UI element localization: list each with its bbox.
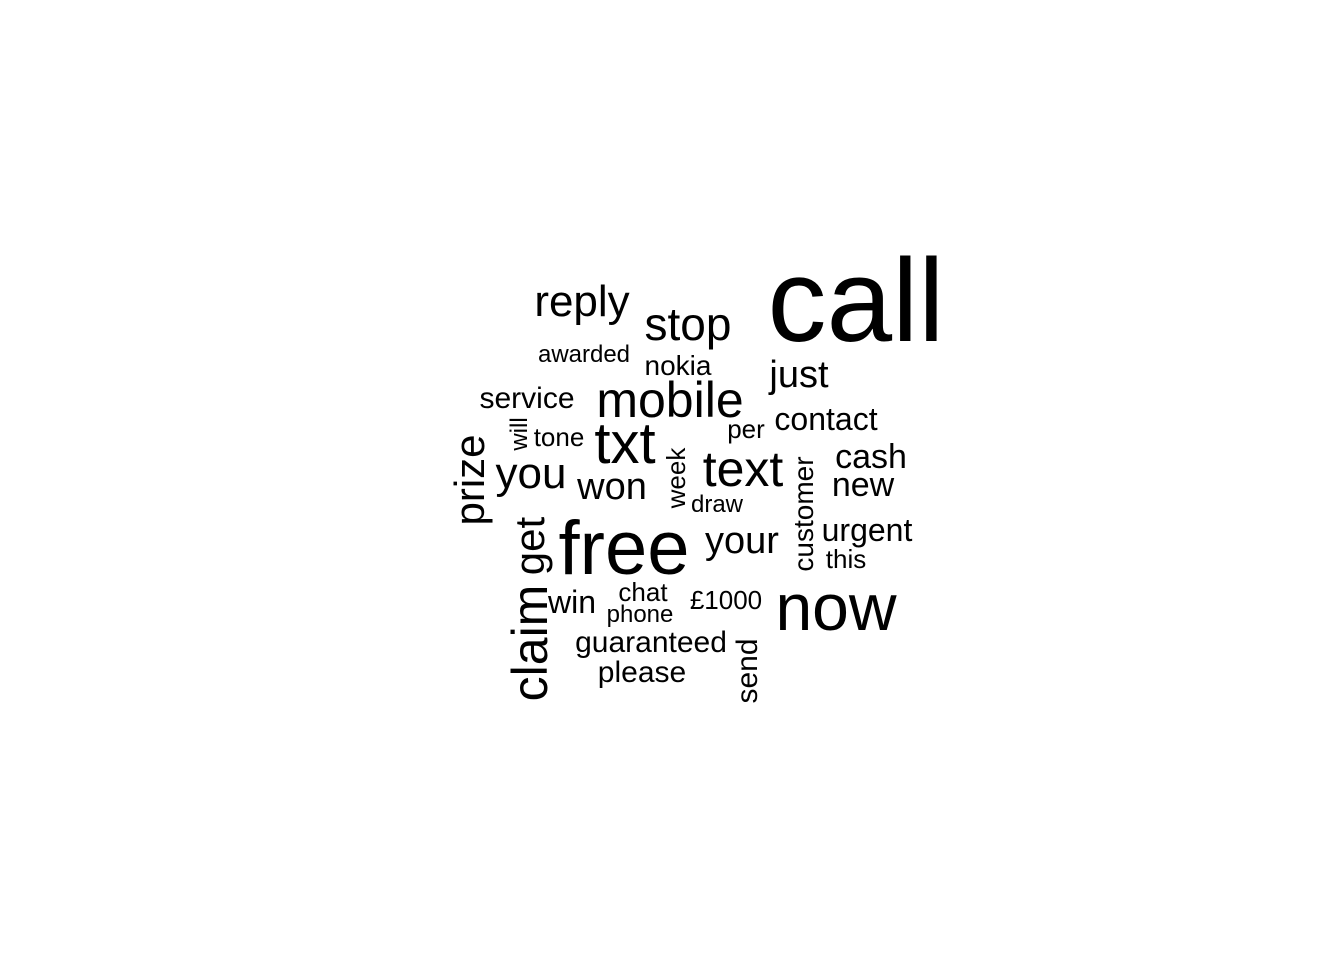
- word-draw: draw: [690, 491, 744, 518]
- word-send: send: [731, 638, 764, 704]
- word-your: your: [705, 520, 779, 562]
- word-nokia: nokia: [644, 350, 712, 381]
- word-per: per: [727, 414, 765, 444]
- word-txt: txt: [594, 411, 656, 476]
- word-will: will: [506, 417, 533, 451]
- word-now: now: [775, 570, 897, 644]
- word-won: won: [577, 466, 647, 508]
- word-cash: cash: [835, 438, 907, 476]
- word-call: call: [767, 235, 945, 367]
- word-tone: tone: [533, 422, 585, 452]
- word-new: new: [831, 466, 895, 504]
- word-win: win: [547, 584, 597, 620]
- word-mobile: mobile: [596, 372, 744, 428]
- word-contact: contact: [774, 401, 878, 437]
- word-get: get: [506, 516, 553, 576]
- word-just: just: [769, 354, 829, 396]
- word-guaranteed: guaranteed: [575, 626, 727, 659]
- word-this: this: [825, 544, 867, 574]
- word-stop: stop: [644, 298, 732, 350]
- word-service: service: [479, 382, 575, 415]
- word-you: you: [495, 449, 567, 498]
- word-phone: phone: [606, 601, 674, 628]
- word-chat: chat: [618, 577, 668, 607]
- word-customer: customer: [788, 456, 819, 572]
- word-awarded: awarded: [537, 341, 631, 368]
- word-text: text: [702, 441, 784, 497]
- word-pound-1000: £1000: [689, 585, 763, 615]
- word-urgent: urgent: [821, 512, 913, 548]
- word-week: week: [661, 447, 691, 509]
- word-please: please: [597, 656, 687, 689]
- word-prize: prize: [446, 434, 493, 526]
- word-free: free: [558, 506, 690, 591]
- word-reply: reply: [534, 277, 630, 326]
